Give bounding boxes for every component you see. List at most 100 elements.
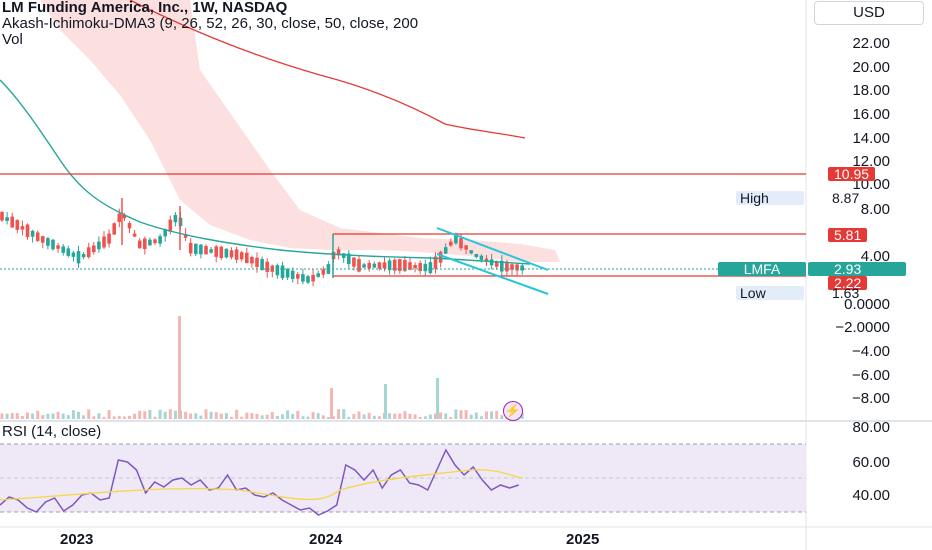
- currency-button[interactable]: USD: [814, 1, 924, 25]
- volume-bar: [10, 413, 14, 419]
- candle-body: [372, 263, 377, 268]
- ticker-tag[interactable]: LMFA: [718, 262, 806, 276]
- candle-body: [234, 249, 239, 260]
- lightning-icon[interactable]: ⚡: [503, 401, 523, 421]
- volume-bar: [214, 412, 218, 419]
- price-tick: −4.00: [852, 343, 890, 360]
- volume-bar: [77, 411, 80, 419]
- candle-body: [260, 259, 264, 271]
- volume-bar: [403, 411, 407, 419]
- volume-legend[interactable]: Vol: [2, 31, 23, 48]
- candle-body: [250, 256, 254, 264]
- volume-bar: [459, 410, 463, 419]
- volume-bar: [393, 413, 397, 419]
- candle-body: [25, 224, 30, 238]
- candle-body: [275, 265, 280, 276]
- candle-body: [474, 254, 479, 258]
- x-tick-2023: 2023: [60, 531, 94, 548]
- volume-bar: [71, 410, 75, 419]
- candle-body: [321, 269, 326, 275]
- rsi-tick: 60.00: [852, 454, 890, 471]
- candle-body: [5, 217, 9, 221]
- candle-body: [219, 246, 224, 259]
- volume-bar: [260, 415, 264, 419]
- volume-bar: [500, 415, 504, 419]
- candle-body: [66, 248, 71, 256]
- last-price-tag: 2.93: [808, 262, 906, 276]
- volume-bar: [51, 413, 55, 419]
- level-tag-low: 2.22: [828, 276, 868, 290]
- candle-body: [183, 234, 188, 238]
- volume-bar: [377, 416, 381, 419]
- price-tick: 22.00: [852, 35, 890, 52]
- indicator-legend[interactable]: Akash-Ichimoku-DMA3 (9, 26, 52, 26, 30, …: [2, 15, 419, 32]
- volume-bar: [148, 409, 152, 419]
- candle-body: [347, 253, 351, 265]
- candle-body: [459, 237, 463, 249]
- volume-bar: [87, 409, 91, 419]
- candle-body: [153, 239, 157, 244]
- candle-body: [10, 216, 14, 228]
- candle-body: [469, 250, 473, 254]
- volume-bar: [153, 416, 157, 419]
- volume-bar: [138, 410, 142, 419]
- rsi-legend[interactable]: RSI (14, close): [2, 423, 102, 440]
- volume-bar: [372, 415, 376, 419]
- candle-body: [464, 245, 468, 250]
- volume-bar: [270, 412, 274, 419]
- volume-bar: [490, 411, 494, 419]
- volume-bar: [347, 416, 351, 419]
- price-tick: −6.00: [852, 367, 890, 384]
- candle-body: [362, 264, 366, 268]
- candle-body: [398, 259, 402, 271]
- volume-bar: [92, 416, 96, 419]
- x-tick-2024: 2024: [309, 531, 343, 548]
- volume-bar: [306, 416, 310, 419]
- candle-body: [194, 243, 198, 254]
- candle-body: [255, 257, 259, 268]
- candle-body: [86, 247, 91, 258]
- volume-bar: [418, 416, 422, 419]
- volume-spike: [436, 378, 439, 419]
- volume-bar: [408, 413, 412, 419]
- volume-bar: [296, 410, 300, 419]
- volume-bar: [301, 416, 305, 419]
- candle-body: [367, 262, 371, 269]
- volume-bar: [66, 415, 70, 419]
- volume-bar: [230, 416, 233, 419]
- chart-legend: LM Funding America, Inc., 1W, NASDAQ Aka…: [2, 0, 418, 48]
- volume-spike: [178, 316, 181, 419]
- high-value: 8.87: [832, 190, 860, 206]
- candle-body: [214, 246, 218, 257]
- candle-body: [224, 248, 229, 258]
- level-tag-high: 10.95: [828, 167, 876, 181]
- price-tick: 14.00: [852, 130, 890, 147]
- candle-body: [510, 264, 514, 270]
- volume-bar: [184, 411, 188, 419]
- volume-bar: [357, 411, 361, 419]
- volume-bar: [434, 413, 437, 419]
- candle-body: [148, 239, 152, 246]
- candle-body: [489, 259, 494, 266]
- candle-body: [239, 252, 244, 260]
- volume-bar: [158, 409, 162, 419]
- rsi-tick: 80.00: [852, 419, 890, 436]
- volume-bar: [173, 410, 177, 419]
- volume-bar: [520, 412, 524, 419]
- candle-body: [51, 239, 55, 250]
- candle-body: [505, 261, 509, 272]
- low-value: 1.63: [832, 285, 860, 301]
- volume-bar: [0, 413, 4, 419]
- volume-bar: [413, 414, 417, 419]
- candle-body: [143, 238, 147, 249]
- volume-bar: [474, 412, 478, 419]
- volume-bar: [102, 416, 106, 419]
- volume-bar: [194, 413, 198, 419]
- volume-bar: [163, 411, 167, 419]
- candle-body: [306, 276, 310, 283]
- volume-bar: [388, 413, 392, 419]
- candle-body: [56, 245, 60, 249]
- candle-body: [479, 255, 484, 260]
